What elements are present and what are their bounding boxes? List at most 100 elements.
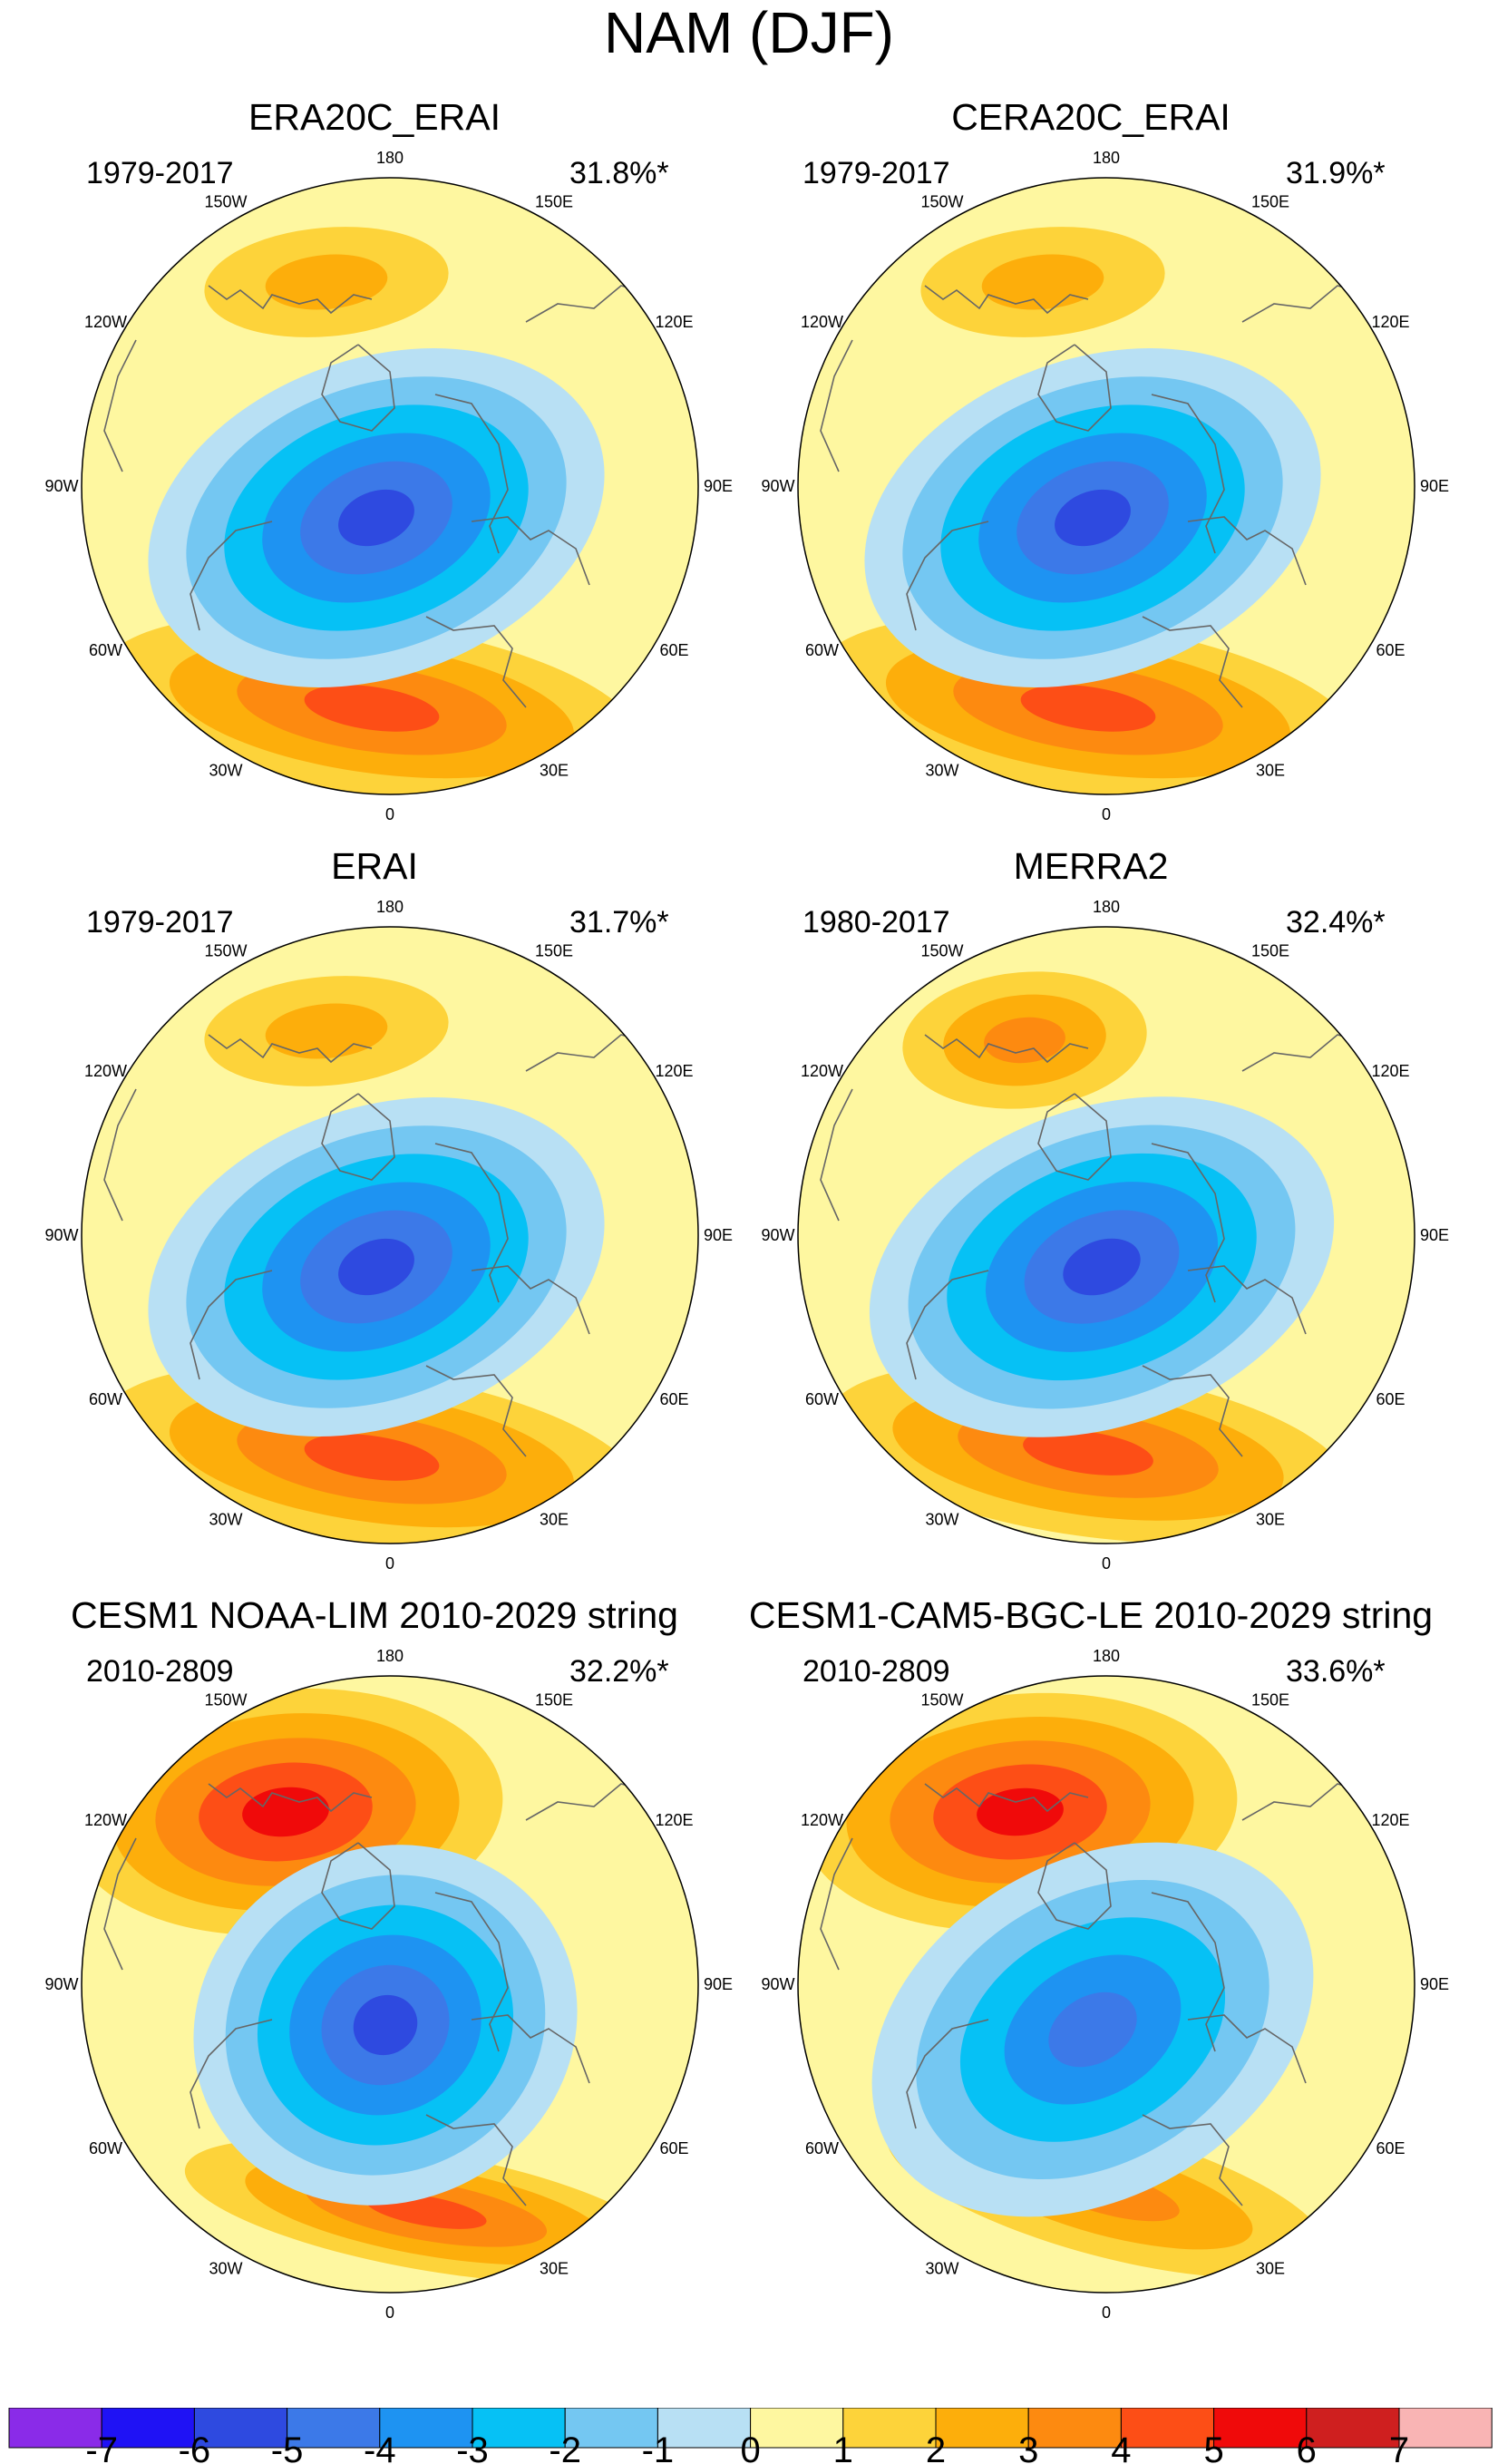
map-panel: CESM1-CAM5-BGC-LE 2010-2029 string 2010-… [716, 1593, 1465, 2342]
longitude-label: 60W [805, 641, 839, 659]
longitude-label: 60E [1376, 641, 1405, 659]
coastline [1142, 2114, 1243, 2206]
coastline [820, 1837, 853, 1971]
colorbar-swatch [1213, 2408, 1308, 2449]
colorbar-swatch [564, 2408, 658, 2449]
longitude-label: 90W [761, 1975, 794, 1993]
colorbar-tick-label: -1 [642, 2430, 675, 2464]
longitude-label: 30E [1256, 762, 1285, 780]
longitude-label: 150E [1251, 192, 1289, 210]
coastline [425, 2114, 527, 2206]
coastline [321, 1842, 395, 1930]
longitude-label: 90W [44, 477, 78, 495]
longitude-label: 90E [1420, 1975, 1449, 1993]
panel-variance: 31.7%* [569, 905, 669, 940]
polar-map: 180 150E 120E 90E 60E 30E 0 30W 60W 90W 120W 150W [44, 898, 733, 1573]
contour-field [82, 1676, 698, 2293]
longitude-label: 150W [204, 941, 247, 959]
colorbar-swatch [750, 2408, 844, 2449]
longitude-label: 120E [655, 1811, 693, 1829]
colorbar-tick-label: 4 [1111, 2430, 1131, 2464]
positive-contour-level [304, 685, 440, 732]
longitude-label: 30E [1256, 2260, 1285, 2278]
panel-variance: 31.9%* [1286, 156, 1386, 190]
coastline [471, 1265, 590, 1335]
coastline [321, 344, 395, 432]
longitude-label: 0 [1102, 805, 1111, 823]
colorbar-swatch [472, 2408, 566, 2449]
longitude-label: 60E [1376, 2139, 1405, 2157]
colorbar-swatch [935, 2408, 1029, 2449]
negative-contour-level [353, 1994, 418, 2056]
coastline [1037, 1842, 1112, 1930]
longitude-label: 60E [659, 2139, 688, 2157]
contour-field [798, 178, 1415, 794]
coastline [1187, 2014, 1307, 2084]
longitude-label: 90E [704, 1226, 733, 1244]
colorbar-swatch [1398, 2408, 1493, 2449]
coastline [321, 1093, 395, 1181]
longitude-label: 120W [801, 1811, 843, 1829]
map-border [81, 177, 699, 795]
coastline [471, 2014, 590, 2084]
longitude-label: 150W [204, 1690, 247, 1709]
longitude-label: 120E [1371, 1811, 1409, 1829]
longitude-label: 0 [385, 2303, 394, 2322]
colorbar-swatch [379, 2408, 473, 2449]
panel-period: 1979-2017 [802, 156, 950, 190]
polar-map: 180 150E 120E 90E 60E 30E 0 30W 60W 90W 120W 150W [761, 1647, 1449, 2322]
panel-title: CERA20C_ERAI [951, 96, 1230, 138]
longitude-label: 120W [84, 1811, 127, 1829]
positive-contour-level [1023, 1430, 1153, 1475]
longitude-label: 0 [1102, 1554, 1111, 1573]
negative-contour-level [1048, 1992, 1137, 2068]
colorbar-tick-label: 0 [740, 2430, 760, 2464]
longitude-label: 150W [920, 192, 963, 210]
longitude-label: 150W [204, 192, 247, 210]
map-panel: CESM1 NOAA-LIM 2010-2029 string 2010-280… [0, 1593, 749, 2342]
negative-contour-level [338, 1238, 414, 1296]
longitude-label: 30E [540, 2260, 569, 2278]
coastline [1151, 1892, 1225, 2052]
negative-contour-level [1063, 1238, 1141, 1296]
coastline [820, 1088, 853, 1222]
longitude-label: 150E [535, 192, 573, 210]
coastline [924, 285, 1089, 315]
longitude-label: 60E [659, 641, 688, 659]
map-panel: MERRA2 1980-2017 32.4%* 180 150E 120E 90E 60… [716, 844, 1465, 1593]
longitude-label: 60W [89, 641, 122, 659]
longitude-label: 90W [761, 1226, 794, 1244]
panel-title: CESM1 NOAA-LIM 2010-2029 string [71, 1594, 678, 1636]
coastline [820, 339, 853, 472]
contour-field [82, 178, 698, 794]
colorbar-tick-label: 6 [1297, 2430, 1317, 2464]
contour-field [798, 1676, 1415, 2293]
panel-title: ERA20C_ERAI [248, 96, 501, 138]
longitude-label: 30E [1256, 1511, 1285, 1529]
map-panel: ERA20C_ERAI 1979-2017 31.8%* 180 150E 120E… [0, 95, 749, 844]
coastlines [820, 280, 1393, 708]
colorbar-tick-label: -2 [549, 2430, 581, 2464]
panel-variance: 32.2%* [569, 1654, 669, 1689]
colorbar-swatch [1306, 2408, 1400, 2449]
longitude-label: 60W [89, 1390, 122, 1408]
polar-map: 180 150E 120E 90E 60E 30E 0 30W 60W 90W 120W 150W [44, 149, 733, 823]
longitude-label: 120W [801, 313, 843, 331]
contour-field [798, 927, 1415, 1544]
positive-contour-level [304, 1434, 440, 1481]
colorbar-tick-label: -5 [271, 2430, 304, 2464]
longitude-label: 90W [761, 477, 794, 495]
negative-contour-level [1055, 489, 1131, 547]
longitude-label: 30W [925, 762, 958, 780]
longitude-label: 180 [1093, 898, 1120, 916]
longitude-label: 30E [540, 762, 569, 780]
longitude-label: 30W [209, 762, 242, 780]
coastline [208, 1034, 373, 1064]
longitude-label: 0 [385, 805, 394, 823]
longitude-label: 150E [535, 941, 573, 959]
coastline [425, 616, 527, 708]
coastlines [103, 1029, 676, 1457]
longitude-label: 120W [84, 313, 127, 331]
longitude-label: 30E [540, 1511, 569, 1529]
polar-map: 180 150E 120E 90E 60E 30E 0 30W 60W 90W 120W 150W [761, 898, 1449, 1573]
